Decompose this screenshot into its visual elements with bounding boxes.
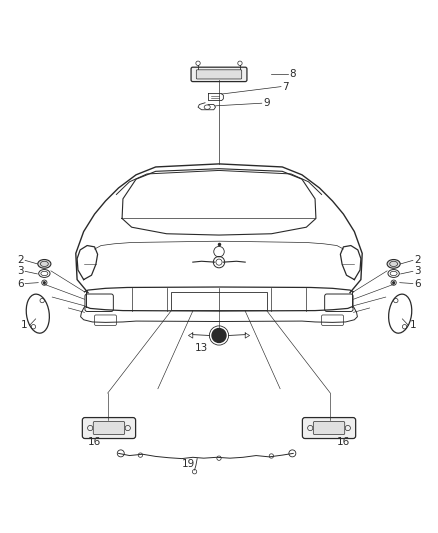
FancyBboxPatch shape	[93, 422, 125, 434]
Text: 9: 9	[264, 98, 270, 108]
FancyBboxPatch shape	[313, 422, 345, 434]
Text: 19: 19	[182, 459, 195, 469]
Text: 16: 16	[337, 437, 350, 447]
Text: 2: 2	[17, 255, 23, 265]
Text: 1: 1	[21, 320, 28, 330]
Text: 3: 3	[17, 266, 23, 276]
FancyBboxPatch shape	[191, 67, 247, 82]
FancyBboxPatch shape	[302, 417, 356, 439]
Text: 3: 3	[415, 266, 421, 276]
Ellipse shape	[38, 260, 51, 268]
Text: 6: 6	[415, 279, 421, 288]
Text: 13: 13	[195, 343, 208, 353]
Text: 7: 7	[282, 82, 289, 92]
Circle shape	[393, 282, 395, 284]
Text: 8: 8	[289, 69, 296, 78]
FancyBboxPatch shape	[82, 417, 136, 439]
Circle shape	[43, 282, 45, 284]
FancyBboxPatch shape	[196, 70, 242, 79]
Text: 16: 16	[88, 437, 101, 447]
Text: 2: 2	[415, 255, 421, 265]
Text: 1: 1	[410, 320, 417, 330]
Circle shape	[212, 328, 226, 343]
Text: 6: 6	[17, 279, 23, 288]
Ellipse shape	[387, 260, 400, 268]
